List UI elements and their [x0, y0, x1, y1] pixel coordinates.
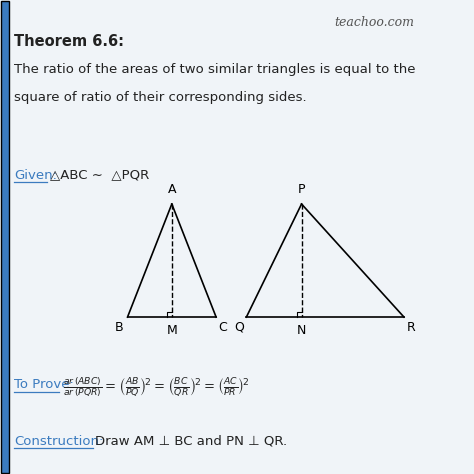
Text: △ABC ∼  △PQR: △ABC ∼ △PQR [50, 169, 150, 182]
Text: To Prove:: To Prove: [14, 378, 74, 392]
Text: $\frac{ar\,(ABC)}{ar\,(PQR)} = \left(\frac{AB}{PQ}\right)^{\!2}= \left(\frac{BC}: $\frac{ar\,(ABC)}{ar\,(PQR)} = \left(\fr… [63, 376, 249, 400]
Text: square of ratio of their corresponding sides.: square of ratio of their corresponding s… [14, 91, 307, 104]
Text: B: B [115, 321, 124, 334]
Text: Construction:: Construction: [14, 435, 103, 448]
Text: P: P [298, 182, 305, 196]
FancyBboxPatch shape [1, 1, 9, 473]
Text: N: N [297, 324, 306, 337]
Text: The ratio of the areas of two similar triangles is equal to the: The ratio of the areas of two similar tr… [14, 63, 416, 76]
Text: C: C [219, 321, 227, 334]
Text: Given:: Given: [14, 169, 57, 182]
Text: A: A [168, 182, 176, 196]
Text: Draw AM ⊥ BC and PN ⊥ QR.: Draw AM ⊥ BC and PN ⊥ QR. [95, 435, 287, 448]
Text: Theorem 6.6:: Theorem 6.6: [14, 35, 124, 49]
Text: M: M [166, 324, 177, 337]
Text: teachoo.com: teachoo.com [335, 16, 415, 28]
Text: R: R [406, 321, 415, 334]
Text: Q: Q [234, 321, 244, 334]
